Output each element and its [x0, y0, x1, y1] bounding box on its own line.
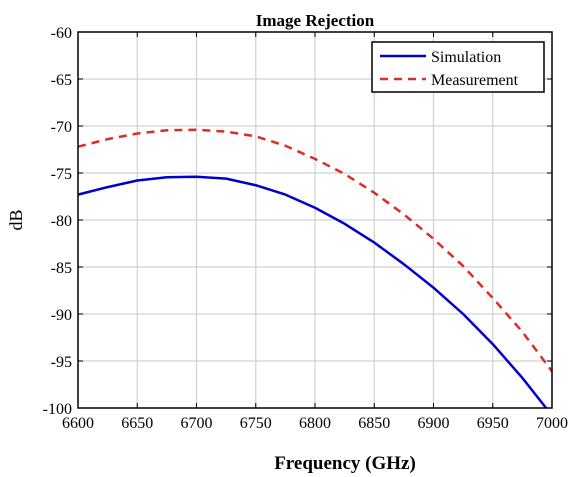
series-group — [77, 128, 553, 409]
y-tick-label: -95 — [51, 354, 72, 371]
x-tick-label: 6950 — [477, 415, 509, 432]
x-tick-label: 7000 — [536, 415, 568, 432]
x-axis-label: Frequency (GHz) — [274, 453, 416, 474]
y-tick-label: -100 — [43, 401, 72, 418]
x-tick-label: 6900 — [418, 415, 450, 432]
legend-box — [371, 41, 545, 93]
series-line-measurement — [77, 128, 553, 373]
chart-title: Image Rejection — [256, 11, 375, 30]
legend-label-measurement: Measurement — [431, 72, 519, 89]
x-tick-label: 6600 — [62, 415, 94, 432]
x-tick-label: 6700 — [181, 415, 213, 432]
x-tick-label: 6850 — [358, 415, 390, 432]
legend-label-simulation: Simulation — [431, 49, 501, 66]
y-tick-label: -60 — [51, 25, 72, 42]
y-tick-label: -70 — [51, 119, 72, 136]
ticks: 6600 6650 6700 6750 6800 6850 6900 6950 7000 -100… — [43, 25, 568, 432]
x-tick-label: 6800 — [299, 415, 331, 432]
x-tick-label: 6650 — [121, 415, 153, 432]
legend: Simulation Measurement — [371, 41, 545, 93]
grid — [78, 32, 552, 408]
y-tick-label: -85 — [51, 260, 72, 277]
y-axis-label: dB — [6, 209, 26, 230]
x-tick-label: 6750 — [240, 415, 272, 432]
y-tick-label: -65 — [51, 72, 72, 89]
y-tick-label: -75 — [51, 166, 72, 183]
y-tick-label: -80 — [51, 213, 72, 230]
y-tick-label: -90 — [51, 307, 72, 324]
series-line-simulation — [77, 175, 548, 409]
